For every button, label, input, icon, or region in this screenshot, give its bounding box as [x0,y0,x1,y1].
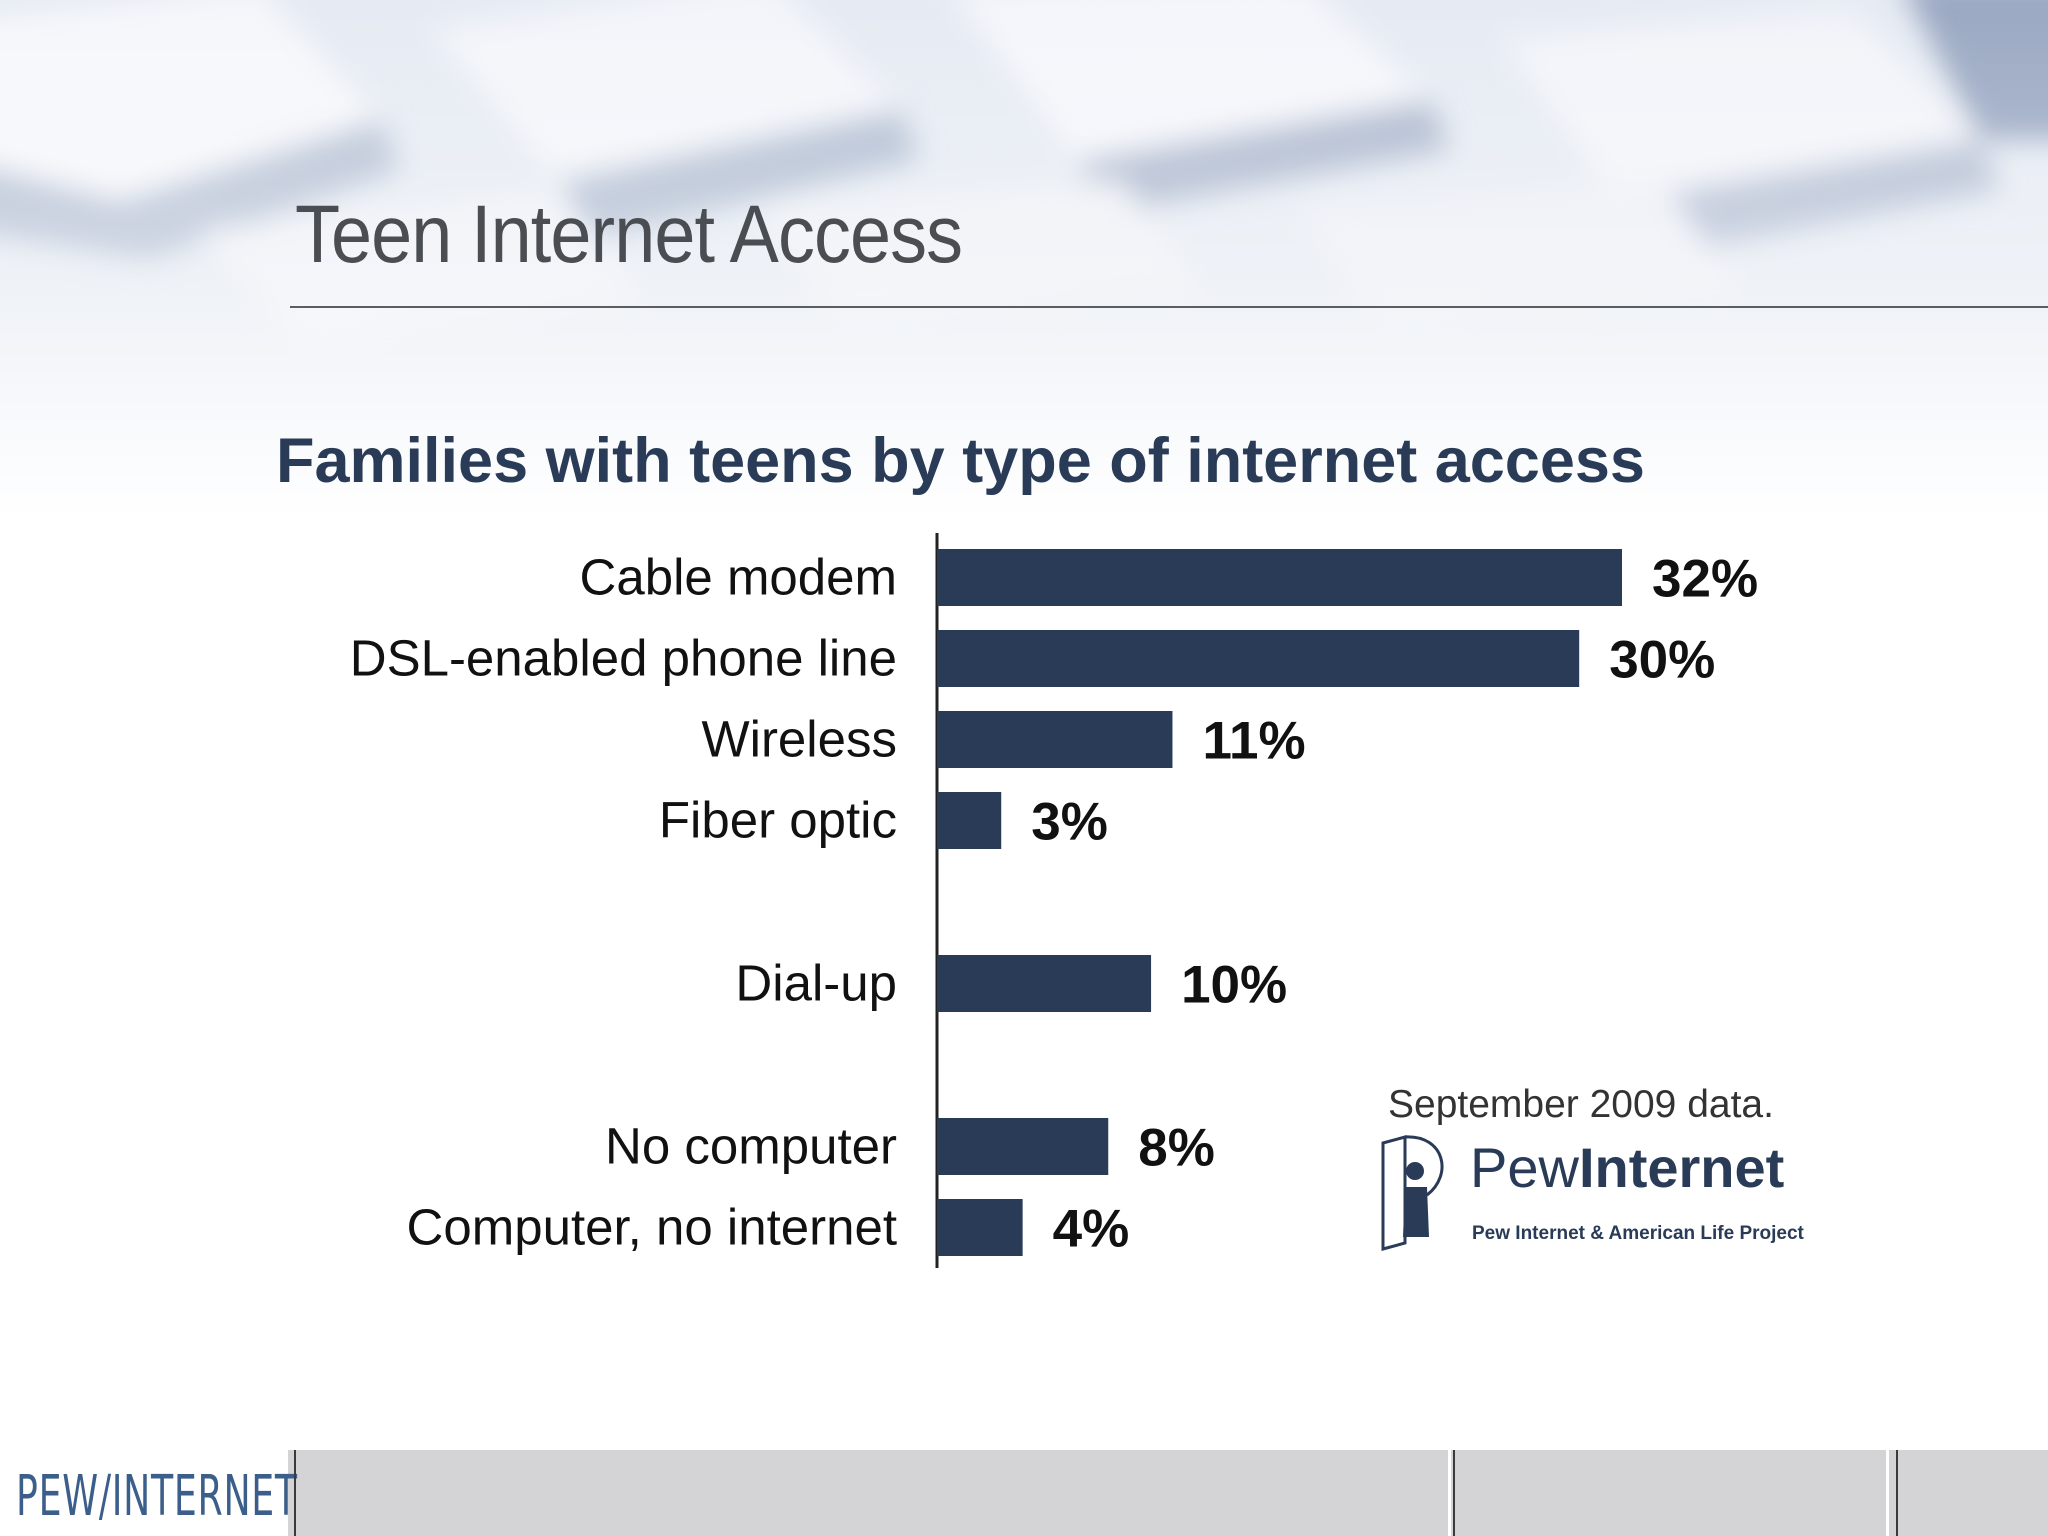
pew-wordmark-bold: Internet [1578,1136,1785,1199]
footer-divider [1453,1450,1455,1536]
source-note: September 2009 data. [1388,1083,1774,1126]
bar [937,711,1173,768]
footer-logo-text: PEW/INTERNET [16,1464,298,1529]
category-label: Wireless [701,711,897,768]
category-label: Dial-up [735,955,897,1012]
bar [937,955,1152,1012]
slide-title: Teen Internet Access [295,189,963,280]
pew-logo-subtitle: Pew Internet & American Life Project [1472,1223,1804,1244]
footer-bar: PEW/INTERNET [0,1450,2048,1536]
data-label: 3% [1031,793,1108,852]
data-label: 8% [1138,1119,1215,1178]
category-label: DSL-enabled phone line [350,630,897,687]
bar [937,1199,1023,1256]
data-label: 30% [1609,631,1715,690]
bar [937,630,1580,687]
bar [937,792,1002,849]
category-label: Computer, no internet [407,1199,897,1256]
pew-internet-logo: PewInternet Pew Internet & American Life… [1375,1135,1804,1255]
data-label: 32% [1652,550,1758,609]
data-label: 11% [1202,712,1305,771]
footer-logo: PEW/INTERNET [0,1450,297,1536]
keyboard-background [0,0,2048,520]
bar [937,1118,1109,1175]
pew-wordmark-light: Pew [1470,1136,1579,1199]
data-label: 4% [1053,1200,1130,1259]
footer-divider [1448,1450,1451,1536]
footer-divider [1886,1450,1889,1536]
pew-internet-wordmark: PewInternet [1470,1135,1784,1200]
chart-title: Families with teens by type of internet … [276,426,1645,496]
title-divider [290,306,2048,308]
category-label: No computer [605,1118,897,1175]
category-label: Cable modem [580,549,897,606]
bar [937,549,1622,606]
data-label: 10% [1181,956,1287,1015]
footer-divider [294,1450,296,1536]
category-label: Fiber optic [659,792,897,849]
pew-figure-icon [1381,1135,1444,1251]
footer-divider [1896,1450,1898,1536]
